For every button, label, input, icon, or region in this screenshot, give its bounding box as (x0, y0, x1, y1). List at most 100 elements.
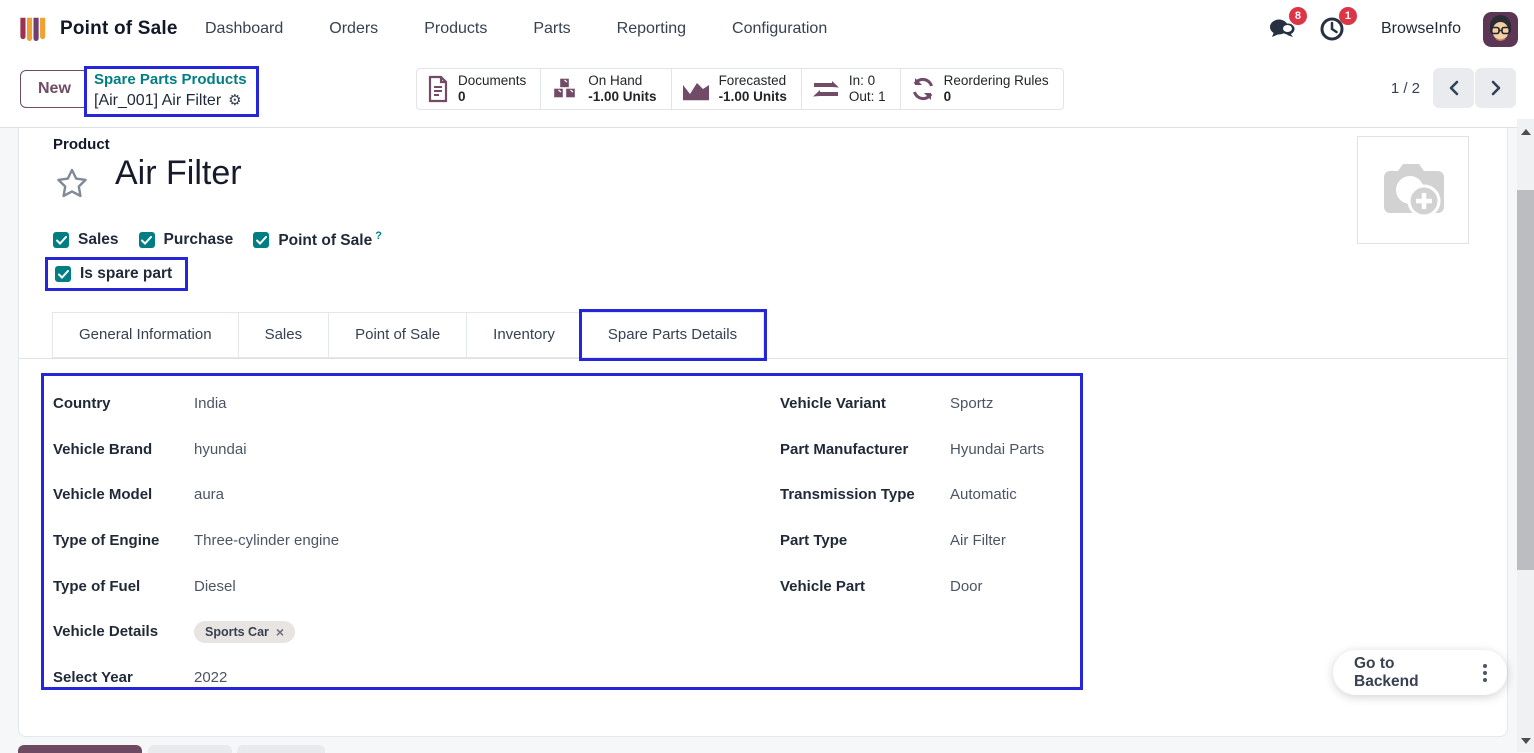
stat-forecasted-button[interactable]: Forecasted -1.00 Units (670, 68, 802, 110)
field-country: Country India (53, 381, 653, 427)
stat-value: 0 (943, 89, 952, 104)
activities-badge: 1 (1338, 7, 1357, 25)
chevron-left-icon (1449, 80, 1458, 96)
checkbox-checked-icon[interactable] (55, 266, 71, 282)
stat-buttons: Documents 0 On Hand -1.00 Units Foreca (416, 68, 1064, 110)
breadcrumb-current-label: [Air_001] Air Filter (94, 92, 222, 109)
is-spare-part-checkbox[interactable]: Is spare part (45, 257, 189, 291)
pager-previous-button[interactable] (1433, 68, 1474, 108)
stat-documents-button[interactable]: Documents 0 (416, 68, 542, 110)
field-vehicle-details: Vehicle Details Sports Car × (53, 609, 653, 655)
product-image-upload[interactable] (1357, 136, 1469, 244)
checkbox-checked-icon[interactable] (253, 232, 270, 249)
menu-orders[interactable]: Orders (329, 20, 379, 37)
chatter-button-partial[interactable] (148, 745, 232, 753)
product-name-input[interactable]: Air Filter (115, 154, 242, 192)
field-type-of-engine: Type of Engine Three-cylinder engine (53, 518, 653, 564)
avatar[interactable] (1483, 11, 1518, 47)
triangle-up-icon (1520, 129, 1531, 135)
chatter-primary-button-partial[interactable] (18, 745, 142, 753)
field-label: Vehicle Brand (53, 440, 153, 458)
stat-label: On Hand (588, 73, 643, 88)
tab-spare-parts-details[interactable]: Spare Parts Details (581, 312, 765, 358)
menu-products[interactable]: Products (424, 20, 488, 37)
tab-point-of-sale[interactable]: Point of Sale (329, 312, 468, 358)
app-switcher[interactable]: Point of Sale (18, 0, 178, 58)
product-form-card: Product Air Filter Sales Purchase Point … (18, 128, 1508, 737)
scroll-up-button[interactable] (1517, 125, 1534, 139)
field-vehicle-model: Vehicle Model aura (53, 472, 653, 518)
is-spare-part-label[interactable]: Is spare part (80, 265, 173, 282)
type-of-engine-value[interactable]: Three-cylinder engine (194, 532, 340, 550)
checkbox-checked-icon[interactable] (53, 232, 69, 249)
tab-sales[interactable]: Sales (238, 312, 330, 358)
stat-label: Documents (458, 73, 527, 88)
chatter-button-partial[interactable] (237, 745, 325, 753)
select-year-value[interactable]: 2022 (194, 668, 228, 686)
purchase-checkbox[interactable]: Purchase (138, 231, 234, 249)
control-panel: New Spare Parts Products [Air_001] Air F… (0, 58, 1534, 127)
scrollbar-thumb[interactable] (1517, 190, 1534, 570)
menu-parts[interactable]: Parts (533, 20, 571, 37)
spare-parts-details-fields: Country India Vehicle Brand hyundai Vehi… (41, 373, 1083, 690)
transfer-arrows-icon (812, 81, 839, 97)
sales-checkbox[interactable]: Sales (53, 231, 119, 249)
more-options-button[interactable] (1467, 654, 1502, 691)
checkbox-checked-icon[interactable] (138, 232, 155, 249)
help-question-icon: ? (375, 230, 382, 242)
country-value[interactable]: India (194, 395, 227, 413)
pos-app-logo-icon (20, 17, 46, 41)
gear-icon[interactable]: ⚙ (228, 92, 242, 109)
new-button[interactable]: New (20, 70, 89, 108)
go-to-backend-button[interactable]: Go to Backend (1354, 654, 1419, 690)
field-label: Part Type (780, 532, 848, 550)
menu-configuration[interactable]: Configuration (732, 20, 828, 37)
user-menu[interactable]: BrowseInfo (1367, 11, 1518, 47)
activities-button[interactable]: 1 (1317, 7, 1357, 44)
product-field-label: Product (53, 136, 110, 153)
pager-next-button[interactable] (1475, 68, 1516, 108)
vertical-scrollbar[interactable] (1517, 119, 1534, 752)
notebook-tabs: General Information Sales Point of Sale … (52, 312, 765, 358)
area-chart-icon (682, 83, 709, 101)
vehicle-part-value[interactable]: Door (950, 577, 983, 595)
stat-value: 0 (458, 89, 466, 104)
menu-dashboard[interactable]: Dashboard (205, 20, 284, 37)
tab-general-information[interactable]: General Information (52, 312, 239, 358)
menu-reporting[interactable]: Reporting (616, 20, 687, 37)
messages-button[interactable]: 8 (1267, 7, 1307, 44)
transmission-type-value[interactable]: Automatic (950, 486, 1017, 504)
favorite-star-icon[interactable] (54, 166, 90, 202)
field-vehicle-variant: Vehicle Variant Sportz (780, 381, 1080, 427)
navbar-systray: 8 1 BrowseInfo (1267, 0, 1518, 58)
document-icon (428, 75, 448, 103)
field-label: Vehicle Variant (780, 395, 886, 413)
field-label: Part Manufacturer (780, 440, 909, 458)
type-of-fuel-value[interactable]: Diesel (194, 577, 236, 595)
stat-in-out-button[interactable]: In: 0 Out: 1 (800, 68, 901, 110)
purchase-checkbox-label[interactable]: Purchase (163, 231, 234, 249)
top-navbar: Point of Sale Dashboard Orders Products … (0, 0, 1534, 58)
tab-inventory[interactable]: Inventory (467, 312, 582, 358)
vehicle-details-tag[interactable]: Sports Car × (194, 620, 296, 643)
tag-remove-icon[interactable]: × (275, 623, 285, 640)
stat-on-hand-button[interactable]: On Hand -1.00 Units (540, 68, 672, 110)
point-of-sale-checkbox-label[interactable]: Point of Sale? (278, 230, 382, 250)
main-menu: Dashboard Orders Products Parts Reportin… (205, 0, 827, 58)
stat-reordering-rules-button[interactable]: Reordering Rules 0 (899, 68, 1064, 110)
part-manufacturer-value[interactable]: Hyundai Parts (950, 440, 1045, 458)
part-type-value[interactable]: Air Filter (950, 532, 1006, 550)
breadcrumb: Spare Parts Products [Air_001] Air Filte… (84, 66, 259, 117)
vehicle-model-value[interactable]: aura (194, 486, 225, 504)
sales-checkbox-label[interactable]: Sales (78, 231, 119, 249)
refresh-icon (912, 77, 933, 101)
field-label: Vehicle Part (780, 577, 866, 595)
vehicle-variant-value[interactable]: Sportz (950, 395, 994, 413)
scroll-down-button[interactable] (1517, 734, 1534, 748)
chevron-right-icon (1491, 80, 1500, 96)
stat-label: Reordering Rules (943, 73, 1049, 88)
breadcrumb-parent-link[interactable]: Spare Parts Products (94, 71, 247, 88)
vehicle-brand-value[interactable]: hyundai (194, 440, 247, 458)
point-of-sale-checkbox[interactable]: Point of Sale? (253, 230, 382, 250)
field-select-year: Select Year 2022 (53, 655, 653, 701)
